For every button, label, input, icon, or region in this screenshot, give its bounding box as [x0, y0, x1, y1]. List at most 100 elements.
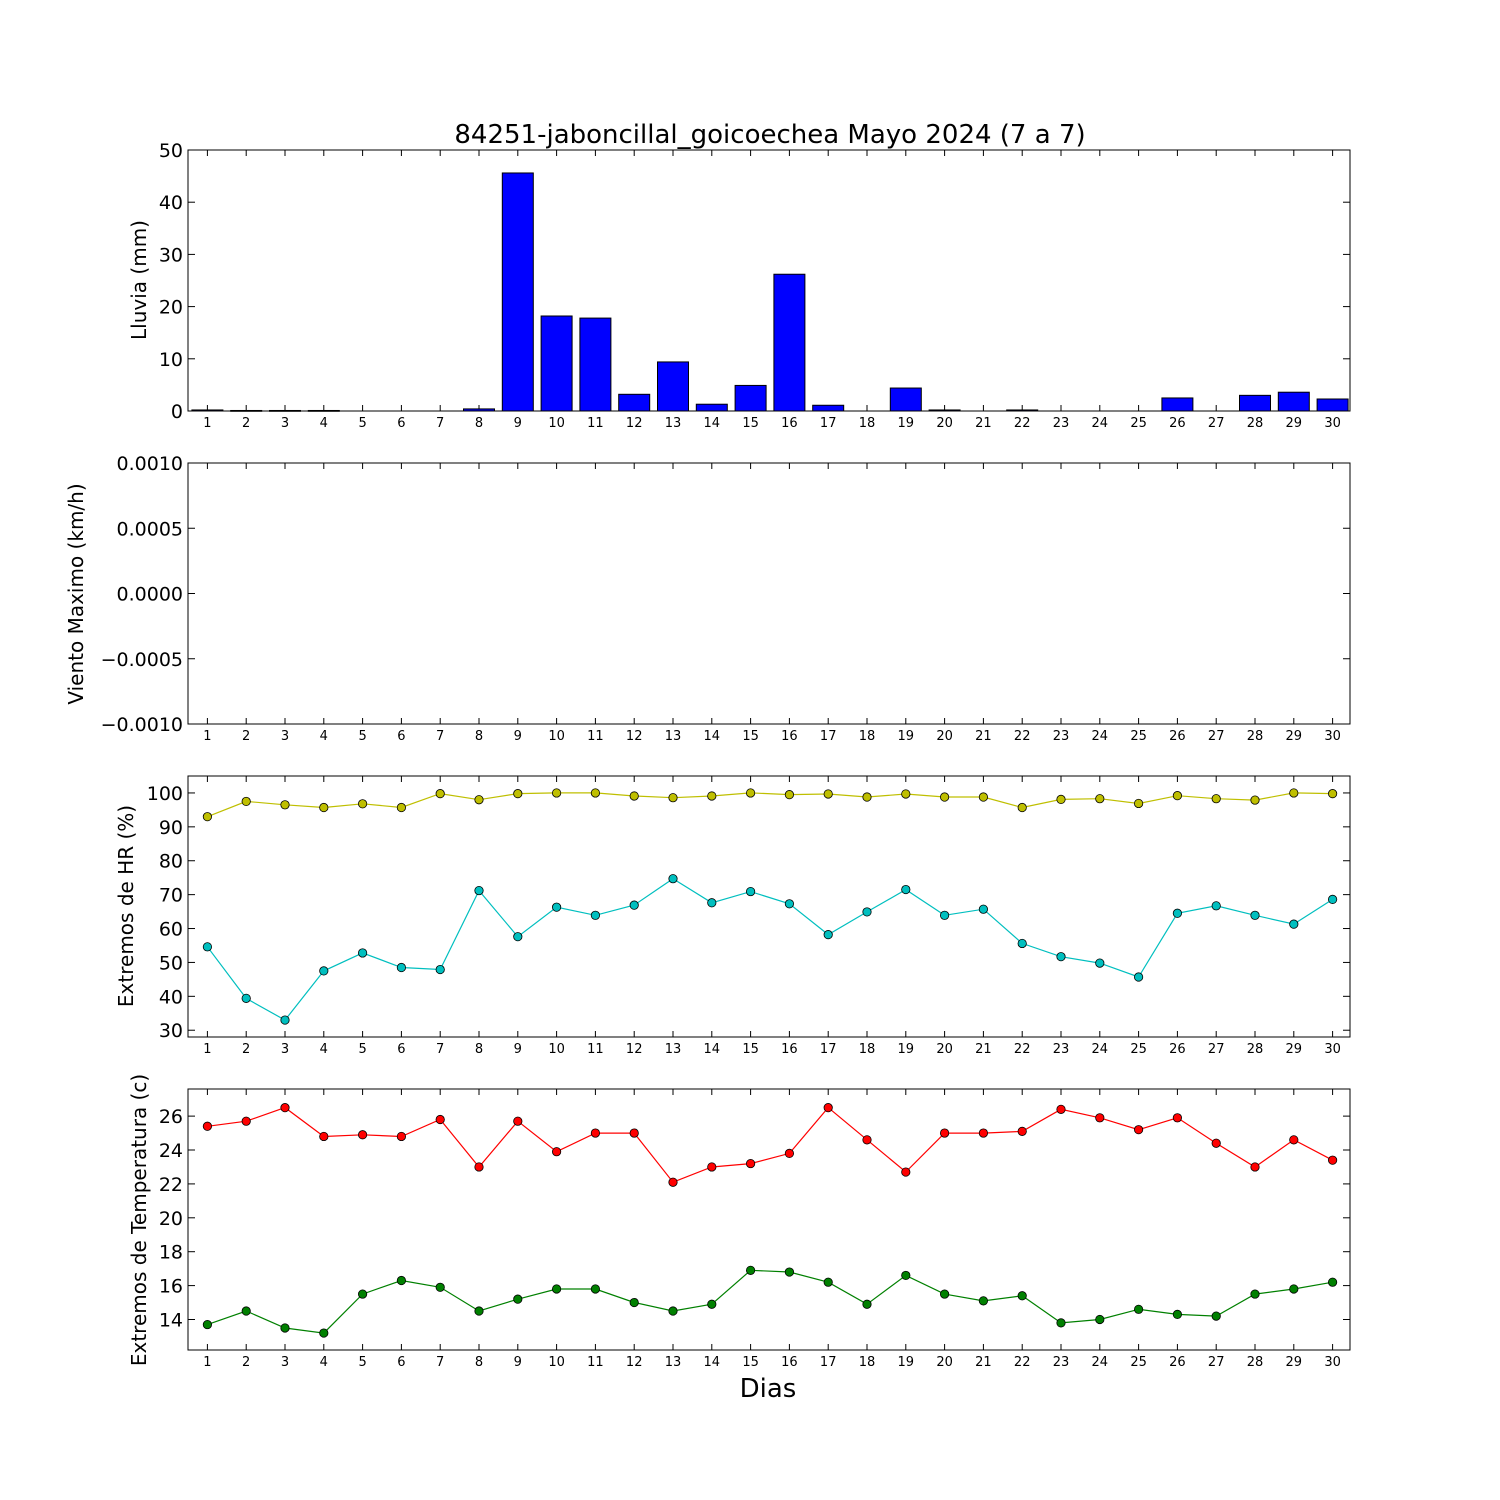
- humidity-x-tick-label: 15: [742, 1042, 759, 1057]
- wind-plot-frame: [187, 462, 1351, 725]
- wind-y-tick-label: 0.0010: [117, 453, 183, 475]
- wind-x-tick-label: 25: [1130, 729, 1147, 744]
- humidity-series-1-line: [207, 792, 1333, 818]
- temperature-series-1-point: [1095, 1113, 1105, 1123]
- temperature-series-2-point: [1328, 1277, 1338, 1287]
- humidity-x-tick-label: 8: [475, 1042, 483, 1057]
- temperature-series-1-point: [668, 1177, 678, 1187]
- temperature-x-tick-label: 19: [898, 1355, 915, 1370]
- rainfall-x-tick-label: 8: [475, 416, 483, 431]
- temperature-series-2-point: [901, 1270, 911, 1281]
- rainfall-y-tick-label: 10: [159, 349, 183, 371]
- humidity-y-tick-label: 40: [159, 986, 183, 1008]
- humidity-series-1-point: [1250, 795, 1260, 805]
- temperature-x-tick-label: 10: [548, 1355, 565, 1370]
- wind-x-tick-label: 8: [475, 729, 483, 744]
- humidity-series-2-point: [629, 900, 639, 910]
- temperature-x-tick-label: 4: [320, 1355, 328, 1370]
- humidity-series-1-point: [435, 789, 445, 799]
- humidity-x-tick-label: 6: [397, 1042, 405, 1057]
- temperature-x-tick-label: 21: [975, 1355, 992, 1370]
- humidity-series-1-point: [241, 796, 251, 807]
- temperature-y-tick-label: 24: [159, 1140, 183, 1162]
- rain-bar: [889, 387, 922, 412]
- rainfall-x-tick-label: 15: [742, 416, 759, 431]
- temperature-series-2-point: [1056, 1318, 1066, 1328]
- humidity-x-tick-label: 28: [1247, 1042, 1264, 1057]
- rain-bar: [812, 404, 845, 412]
- humidity-x-tick-label: 24: [1092, 1042, 1109, 1057]
- temperature-series-1-point: [745, 1158, 756, 1169]
- temperature-series-1-point: [435, 1114, 445, 1125]
- humidity-series-1-point: [1134, 798, 1144, 809]
- wind-x-tick-label: 2: [242, 729, 250, 744]
- temperature-x-tick-label: 17: [820, 1355, 837, 1370]
- rainfall-x-tick-label: 26: [1169, 416, 1186, 431]
- rainfall-x-tick-label: 10: [548, 416, 565, 431]
- wind-x-tick-label: 16: [781, 729, 798, 744]
- rain-bar: [695, 403, 728, 412]
- temperature-series-2-point: [319, 1328, 329, 1338]
- wind-x-tick-label: 14: [704, 729, 721, 744]
- rainfall-y-axis-label: Lluvia (mm): [127, 220, 151, 340]
- temperature-plot-frame: [187, 1088, 1351, 1351]
- humidity-x-tick-label: 14: [704, 1042, 721, 1057]
- rainfall-x-tick-label: 6: [397, 416, 405, 431]
- humidity-series-2-point: [241, 993, 251, 1003]
- wind-x-tick-label: 3: [281, 729, 289, 744]
- rain-bar: [1277, 391, 1310, 412]
- wind-x-tick-label: 13: [665, 729, 682, 744]
- temperature-x-tick-label: 20: [936, 1355, 953, 1370]
- wind-y-tick-label: 0.0000: [117, 584, 183, 606]
- humidity-series-1-point: [396, 802, 406, 813]
- wind-x-tick-label: 11: [587, 729, 604, 744]
- rainfall-x-tick-label: 25: [1130, 416, 1147, 431]
- wind-x-tick-label: 19: [898, 729, 915, 744]
- humidity-series-1-point: [202, 812, 212, 822]
- humidity-series-1-point: [823, 789, 833, 799]
- humidity-x-tick-label: 29: [1286, 1042, 1303, 1057]
- temperature-series-2-point: [1289, 1284, 1299, 1294]
- humidity-series-2-point: [1017, 938, 1027, 949]
- temperature-series-1-point: [590, 1128, 601, 1138]
- humidity-y-axis-label: Extremos de HR (%): [114, 805, 138, 1007]
- humidity-series-2-point: [551, 902, 562, 912]
- temperature-x-tick-label: 23: [1053, 1355, 1070, 1370]
- temperature-series-1-point: [1328, 1155, 1338, 1165]
- humidity-x-tick-label: 19: [898, 1042, 915, 1057]
- humidity-series-2-point: [745, 886, 756, 897]
- humidity-plot-frame: [187, 775, 1351, 1038]
- wind-x-tick-label: 20: [936, 729, 953, 744]
- rainfall-x-tick-label: 29: [1286, 416, 1303, 431]
- humidity-series-2-point: [1289, 919, 1299, 929]
- humidity-series-2-point: [202, 942, 212, 952]
- temperature-series-1-point: [784, 1148, 795, 1159]
- humidity-x-tick-label: 27: [1208, 1042, 1225, 1057]
- rain-bar: [657, 361, 689, 412]
- rainfall-x-tick-label: 30: [1324, 416, 1341, 431]
- rain-bar: [1239, 394, 1271, 412]
- temperature-x-tick-label: 6: [397, 1355, 405, 1370]
- temperature-series-1-point: [202, 1121, 212, 1131]
- humidity-x-tick-label: 25: [1130, 1042, 1147, 1057]
- wind-x-tick-label: 30: [1324, 729, 1341, 744]
- humidity-x-tick-label: 26: [1169, 1042, 1186, 1057]
- rainfall-y-tick-label: 30: [159, 244, 183, 266]
- humidity-series-2-point: [862, 907, 872, 917]
- temperature-x-tick-label: 18: [859, 1355, 876, 1370]
- humidity-x-tick-label: 10: [548, 1042, 565, 1057]
- humidity-series-1-point: [551, 788, 562, 798]
- temperature-series-1-point: [978, 1128, 989, 1138]
- humidity-series-1-point: [745, 788, 756, 798]
- humidity-series-2-point: [823, 930, 833, 940]
- rainfall-plot-frame: [187, 149, 1351, 412]
- temperature-series-2-point: [629, 1297, 639, 1308]
- wind-x-tick-label: 9: [514, 729, 522, 744]
- wind-x-tick-label: 18: [859, 729, 876, 744]
- humidity-series-1-point: [901, 789, 911, 799]
- humidity-series-2-point: [513, 932, 523, 942]
- humidity-y-tick-label: 30: [159, 1020, 183, 1042]
- temperature-x-tick-label: 24: [1092, 1355, 1109, 1370]
